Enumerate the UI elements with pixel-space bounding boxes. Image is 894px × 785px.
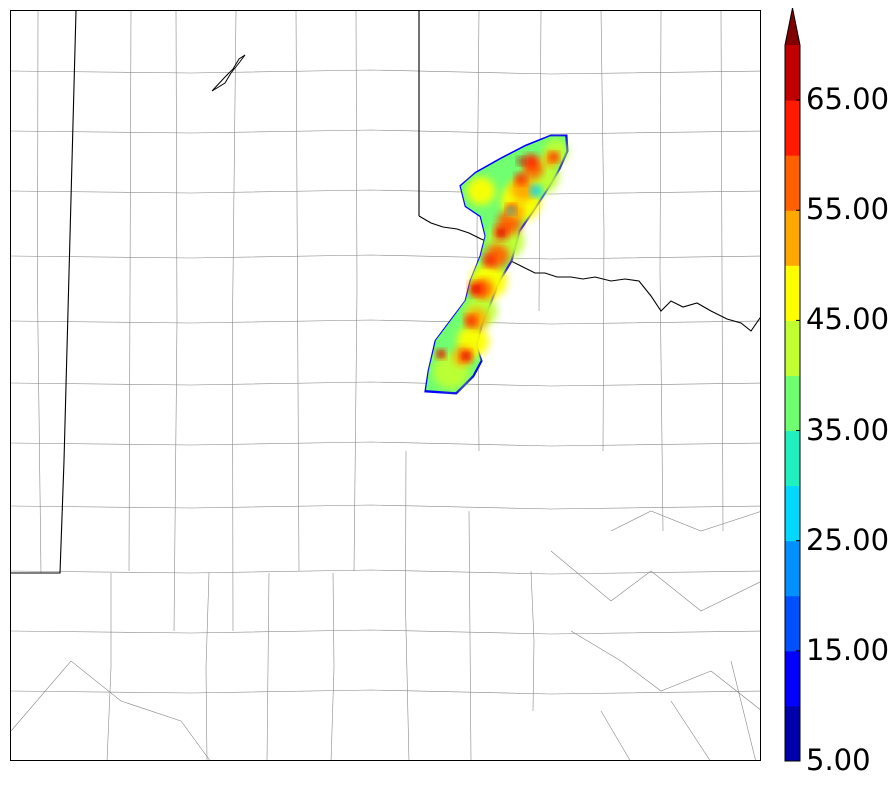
storm-cell [524,154,538,168]
county-line [11,129,760,135]
storm-cell [473,286,479,292]
storm-field [424,134,569,395]
county-line [11,254,760,260]
county-line [11,319,760,325]
colorbar [784,8,801,762]
county-line [405,450,410,760]
county-line [128,11,132,572]
county-line [11,69,760,75]
map-canvas [11,11,760,760]
colorbar-segment [785,155,800,211]
county-line [232,11,237,632]
county-line [670,700,711,760]
county-line [266,572,270,760]
county-line [106,573,112,760]
colorbar-tick-label: 45.00 [806,302,890,337]
colorbar-segment [785,375,800,432]
colorbar-segment [785,45,800,101]
county-line [600,11,605,452]
colorbar-tick-label: 15.00 [806,632,890,667]
county-line [11,629,760,635]
lake-outline [211,54,246,92]
county-line [11,569,760,575]
county-line [295,11,300,572]
county-line [610,510,760,532]
storm-cell [498,230,504,236]
storm-cell [530,185,542,197]
colorbar-segment [785,320,800,376]
colorbar-segment [785,705,800,762]
colorbar-segment [785,485,800,542]
county-line [550,550,760,612]
storm-cell [507,207,515,215]
county-line [11,189,760,195]
storm-cell [463,353,469,359]
colorbar-segment [785,595,800,652]
colorbar-segment [785,100,800,156]
county-line [600,710,631,760]
colorbar-tick-label: 5.00 [806,743,871,777]
colorbar-tick-label: 65.00 [806,82,890,117]
map-panel [10,10,761,761]
county-line [659,11,664,532]
colorbar-segment [785,210,800,266]
county-line [11,689,760,695]
county-line [11,660,210,760]
county-line [330,572,335,760]
storm-cell [465,315,477,327]
county-line [720,11,724,532]
colorbar-segment [785,540,800,597]
county-line [353,11,358,572]
county-line [11,441,760,447]
storm-cell [515,173,527,185]
county-line [468,510,472,760]
colorbar-tick-label: 55.00 [806,192,890,227]
colorbar-tick-label: 25.00 [806,522,890,557]
county-line [11,381,760,387]
colorbar-tick-label: 35.00 [806,412,890,447]
county-line [37,11,42,574]
county-line [476,11,480,452]
colorbar-segment [785,650,800,707]
county-borders [11,11,760,760]
storm-cell [438,351,444,357]
storm-cell [517,157,525,165]
county-line [173,11,178,632]
county-line [11,504,760,510]
county-line [205,572,210,760]
colorbar-segment [785,430,800,487]
county-line [570,630,760,710]
county-line [530,570,535,712]
storm-cell [483,255,495,267]
storm-cell [467,177,495,205]
county-line [730,660,756,760]
colorbar-extend-arrow [785,8,800,45]
state-borders [11,11,420,574]
storm-cell [549,152,559,162]
colorbar-segment [785,265,800,321]
red-river-border [418,215,760,332]
